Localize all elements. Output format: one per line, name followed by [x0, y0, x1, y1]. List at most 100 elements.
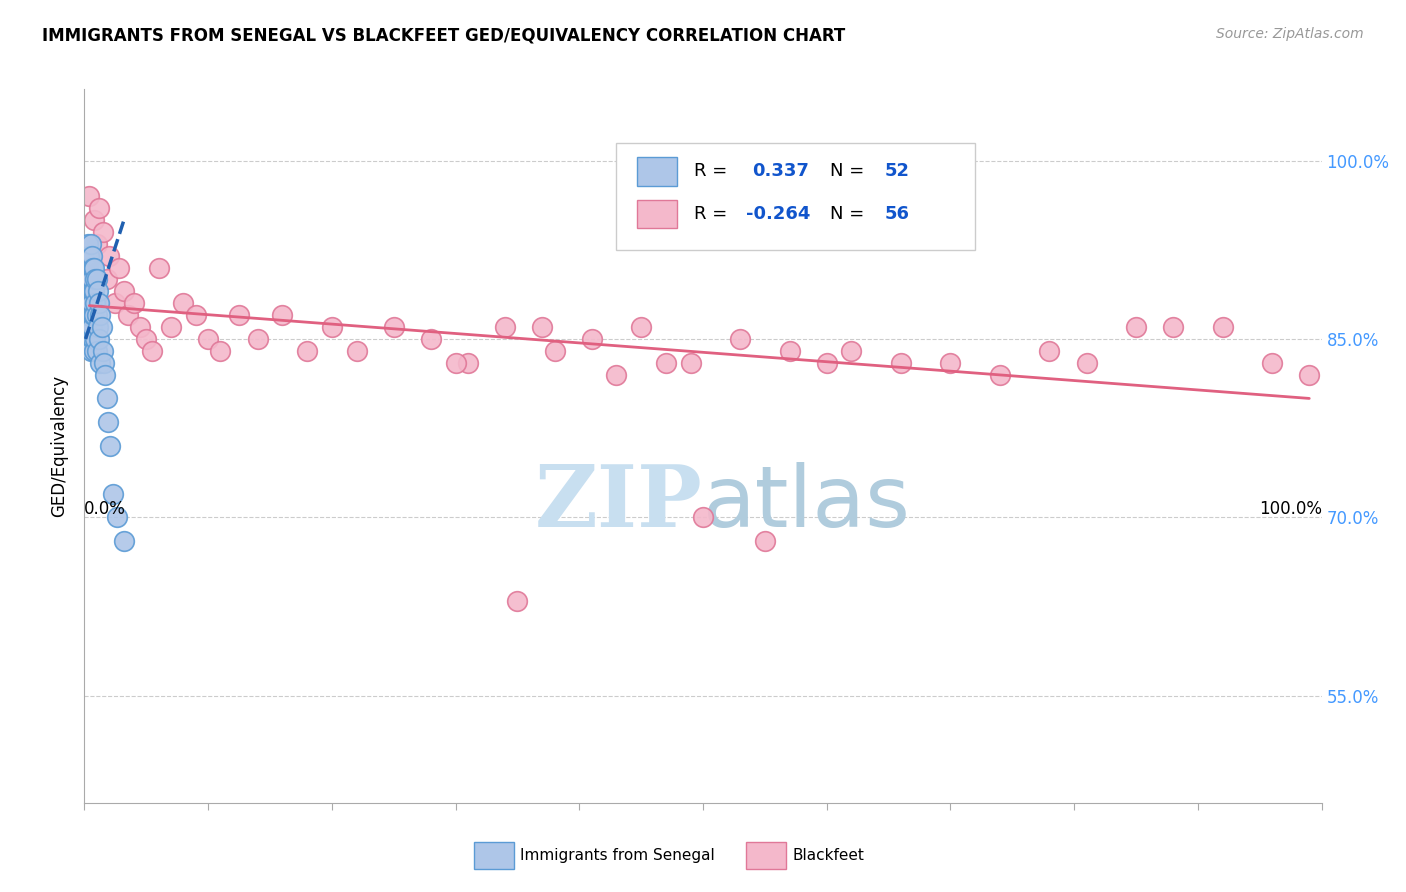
Point: [939, 356, 962, 370]
Point: [444, 356, 467, 370]
Point: [172, 296, 194, 310]
Point: [91, 225, 114, 239]
Point: [77, 296, 100, 310]
Point: [89, 201, 111, 215]
Point: [129, 320, 152, 334]
Point: [655, 356, 678, 370]
Point: [87, 320, 110, 334]
Point: [86, 308, 108, 322]
Point: [692, 510, 714, 524]
Point: [101, 486, 124, 500]
Point: [86, 236, 108, 251]
Text: N =: N =: [831, 205, 870, 223]
Point: [779, 343, 801, 358]
Point: [531, 320, 554, 334]
Point: [84, 332, 107, 346]
Text: R =: R =: [695, 205, 734, 223]
Point: [79, 189, 101, 203]
Y-axis label: GED/Equivalency: GED/Equivalency: [51, 375, 69, 517]
Point: [96, 392, 118, 406]
Point: [104, 296, 127, 310]
FancyBboxPatch shape: [747, 842, 786, 869]
Point: [105, 510, 128, 524]
Point: [80, 249, 103, 263]
FancyBboxPatch shape: [637, 200, 678, 228]
Point: [84, 296, 107, 310]
Text: 0.337: 0.337: [752, 162, 810, 180]
Point: [79, 260, 101, 275]
Point: [890, 356, 912, 370]
Text: atlas: atlas: [703, 461, 911, 545]
Point: [79, 272, 101, 286]
Point: [98, 249, 121, 263]
Point: [79, 343, 101, 358]
Point: [98, 439, 121, 453]
Point: [76, 249, 98, 263]
Point: [112, 285, 135, 299]
Point: [141, 343, 163, 358]
Point: [79, 332, 101, 346]
Text: N =: N =: [831, 162, 870, 180]
Point: [228, 308, 250, 322]
Point: [271, 308, 294, 322]
Point: [1298, 368, 1320, 382]
Point: [457, 356, 479, 370]
Point: [86, 343, 108, 358]
Point: [83, 213, 105, 227]
Point: [1125, 320, 1147, 334]
Point: [79, 236, 101, 251]
Point: [605, 368, 627, 382]
Point: [117, 308, 139, 322]
Point: [91, 343, 114, 358]
Point: [82, 285, 104, 299]
Text: Source: ZipAtlas.com: Source: ZipAtlas.com: [1216, 27, 1364, 41]
Point: [83, 308, 105, 322]
Point: [79, 308, 101, 322]
Point: [89, 296, 111, 310]
Text: ZIP: ZIP: [536, 461, 703, 545]
Point: [94, 368, 117, 382]
Text: Blackfeet: Blackfeet: [792, 848, 863, 863]
Point: [184, 308, 207, 322]
FancyBboxPatch shape: [637, 157, 678, 186]
Point: [148, 260, 170, 275]
Point: [77, 260, 100, 275]
Point: [209, 343, 232, 358]
Point: [96, 272, 118, 286]
Point: [1161, 320, 1184, 334]
Point: [93, 356, 115, 370]
Point: [83, 343, 105, 358]
Text: R =: R =: [695, 162, 734, 180]
Point: [346, 343, 368, 358]
Text: -0.264: -0.264: [747, 205, 811, 223]
Point: [83, 285, 105, 299]
Text: 52: 52: [884, 162, 910, 180]
Point: [82, 332, 104, 346]
FancyBboxPatch shape: [474, 842, 513, 869]
Point: [494, 320, 516, 334]
Point: [988, 368, 1011, 382]
Point: [679, 356, 702, 370]
Point: [77, 236, 100, 251]
Text: 100.0%: 100.0%: [1258, 500, 1322, 517]
Text: IMMIGRANTS FROM SENEGAL VS BLACKFEET GED/EQUIVALENCY CORRELATION CHART: IMMIGRANTS FROM SENEGAL VS BLACKFEET GED…: [42, 27, 845, 45]
Point: [82, 308, 104, 322]
Point: [841, 343, 863, 358]
Point: [89, 356, 111, 370]
Point: [1261, 356, 1284, 370]
Point: [76, 272, 98, 286]
Point: [506, 593, 529, 607]
Text: 0.0%: 0.0%: [84, 500, 127, 517]
FancyBboxPatch shape: [616, 143, 976, 250]
Point: [160, 320, 183, 334]
Point: [112, 534, 135, 549]
Point: [86, 272, 108, 286]
Point: [295, 343, 318, 358]
Point: [1212, 320, 1234, 334]
Text: Immigrants from Senegal: Immigrants from Senegal: [520, 848, 714, 863]
Point: [79, 249, 101, 263]
Point: [97, 415, 120, 429]
Point: [79, 296, 101, 310]
Point: [108, 260, 131, 275]
Point: [581, 332, 603, 346]
